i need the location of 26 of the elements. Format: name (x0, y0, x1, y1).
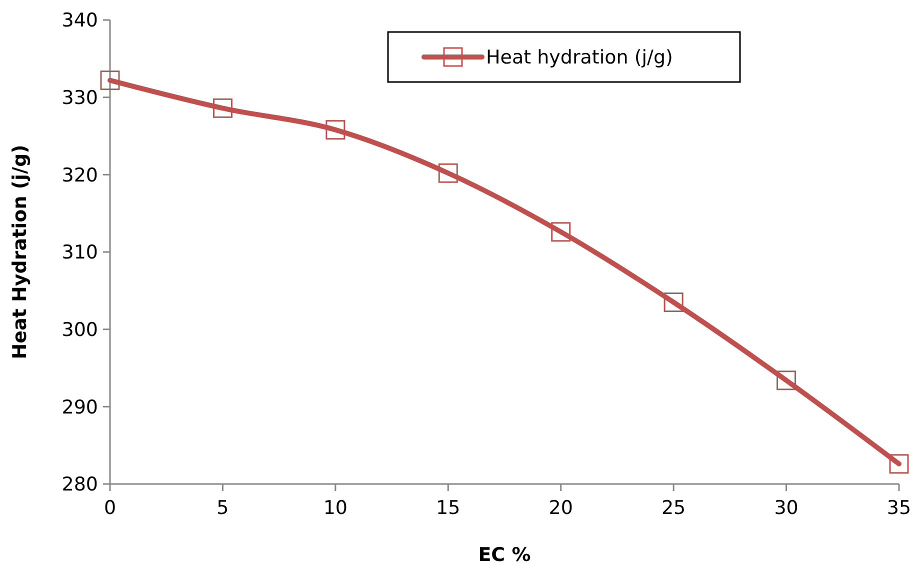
y-axis-title: Heat Hydration (j/g) (9, 144, 31, 360)
x-tick-label: 10 (323, 497, 348, 519)
y-tick-label: 330 (62, 86, 98, 109)
x-tick-label: 25 (661, 497, 686, 519)
point (326, 120, 346, 140)
x-tick-label: 0 (104, 497, 116, 519)
y-tick-label: 290 (62, 396, 98, 418)
point (551, 222, 571, 242)
point (438, 163, 458, 183)
x-tick-label: 5 (216, 497, 229, 519)
legend-label: Heat hydration (j/g) (486, 46, 673, 69)
point (100, 70, 120, 90)
x-tick-label: 15 (436, 497, 460, 519)
point (776, 370, 796, 390)
x-tick-label: 35 (886, 497, 912, 519)
x-axis-title: EC % (478, 544, 531, 566)
y-tick-label: 300 (62, 318, 98, 341)
y-tick-label: 320 (62, 164, 98, 186)
y-tick-label: 310 (62, 242, 98, 264)
point (889, 454, 909, 474)
y-tick-label: 340 (62, 10, 98, 32)
point (664, 292, 684, 312)
x-tick-label: 30 (774, 497, 798, 519)
point (212, 98, 232, 118)
x-tick-label: 20 (548, 497, 573, 519)
y-tick-label: 280 (62, 474, 98, 496)
